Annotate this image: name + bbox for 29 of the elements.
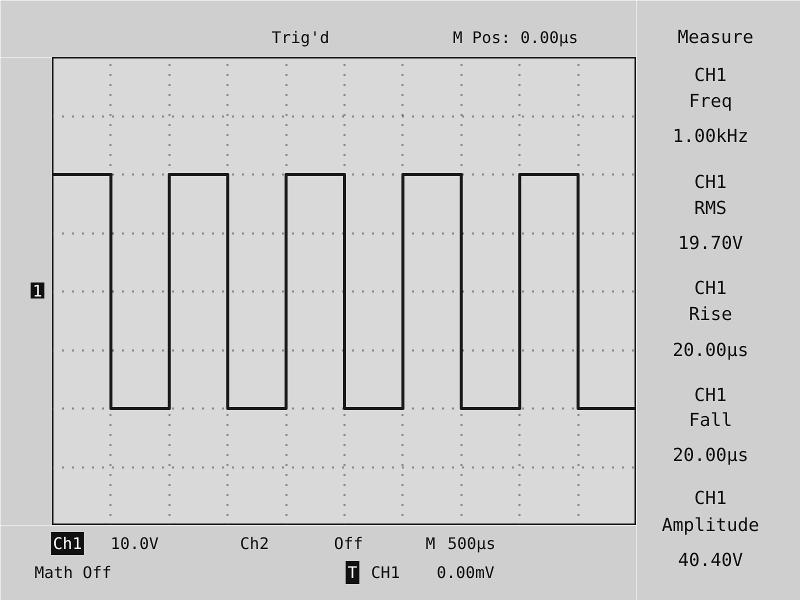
text: Rise [688,304,732,325]
text: 500µs [448,534,496,553]
text: Trig'd [272,28,330,47]
text: T [348,563,358,582]
text: CH1 [694,65,727,86]
text: M [426,534,436,553]
text: RMS [694,198,727,219]
text: Ch2 [240,534,269,553]
text: Measure [678,27,754,48]
text: 10.0V [110,534,160,553]
text: Off [334,534,363,553]
text: CH1 [694,488,727,509]
text: Ch1 [53,534,82,553]
text: 19.70V [678,233,744,254]
text: CH1 [694,278,727,299]
text: CH1 [694,385,727,406]
text: 40.40V [678,550,744,571]
text: 1 [32,282,42,300]
text: Amplitude [662,515,760,536]
text: Freq [688,91,732,112]
text: 1.00kHz [672,126,748,147]
text: 0.00mV [436,563,495,582]
text: CH1 [371,563,400,582]
text: CH1 [694,172,727,193]
text: M Pos: 0.00µs [452,28,578,47]
text: 20.00µs [672,445,748,466]
text: 20.00µs [672,340,748,361]
text: Fall [688,410,732,431]
text: Math Off [34,563,112,582]
